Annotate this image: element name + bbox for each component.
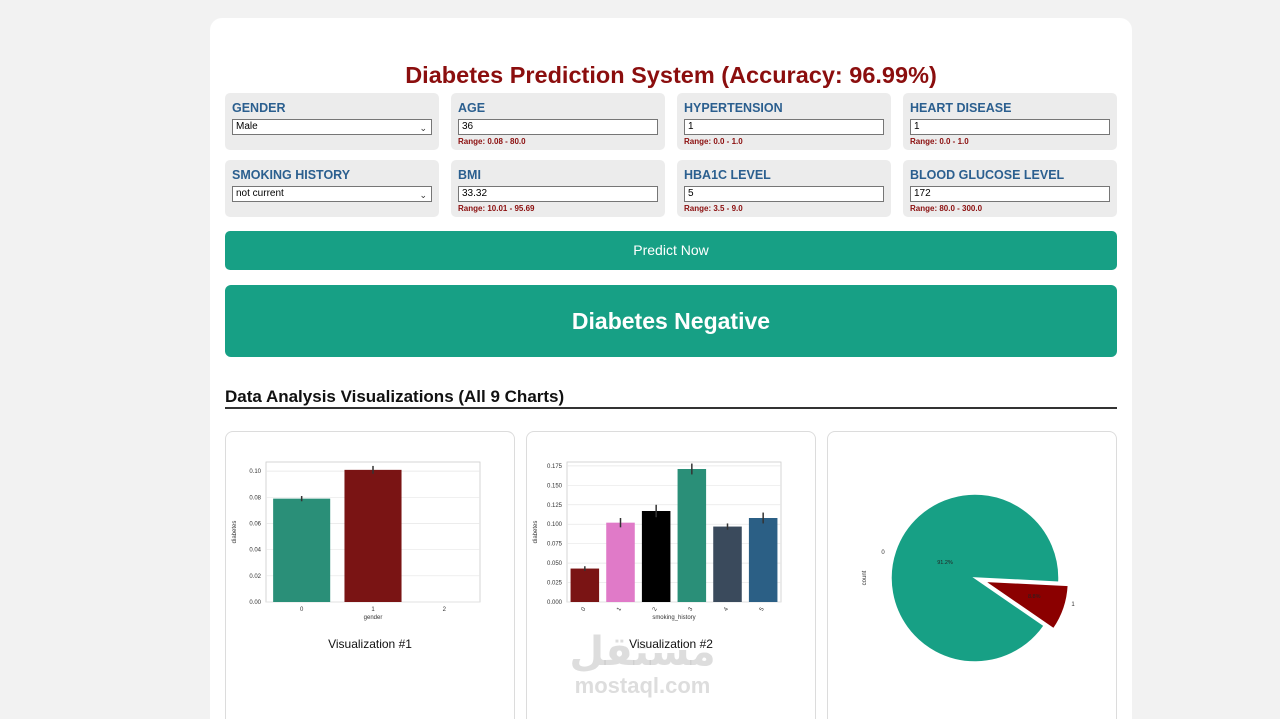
gender-select[interactable]: Male ⌄ — [232, 119, 432, 135]
y-tick-label: 0.000 — [547, 600, 563, 606]
x-tick-label: 4 — [723, 606, 730, 612]
blood-glucose-level-label: BLOOD GLUCOSE LEVEL — [910, 168, 1065, 182]
heart-disease-range: Range: 0.0 - 1.0 — [910, 137, 969, 146]
age-label: AGE — [458, 101, 486, 115]
y-tick-label: 0.125 — [547, 503, 563, 509]
x-tick-label: 2 — [443, 607, 447, 613]
pie-chart-diabetes-count: 8.8% 1 91.2% 0 count — [862, 493, 1075, 663]
bar — [344, 469, 402, 602]
bar-chart-smoking-history: 0.000 0.025 0.050 0.075 0.100 0.125 0.150 0.175… — [533, 461, 782, 621]
heart-disease-label: HEART DISEASE — [910, 101, 1012, 115]
y-axis-label: diabetes — [533, 521, 539, 544]
hba1c-level-field: HBA1C LEVEL 5 Range: 3.5 - 9.0 — [677, 160, 891, 217]
age-input[interactable]: 36 — [458, 119, 658, 135]
heart-disease-input[interactable]: 1 — [910, 119, 1110, 135]
y-tick-label: 0.10 — [249, 469, 261, 475]
y-tick-label: 0.175 — [547, 464, 563, 470]
watermark-latin: mostaql.com — [574, 673, 711, 698]
y-tick-label: 0.075 — [547, 542, 563, 548]
heart-disease-field: HEART DISEASE 1 Range: 0.0 - 1.0 — [903, 93, 1117, 150]
y-tick-label: 0.06 — [249, 521, 261, 527]
smoking-history-field: SMOKING HISTORY not current ⌄ — [225, 160, 439, 217]
chart-caption-1: Visualization #1 — [328, 637, 412, 651]
y-axis-label: diabetes — [232, 521, 238, 544]
gender-select-value: Male — [236, 121, 258, 132]
hba1c-level-label: HBA1C LEVEL — [684, 168, 771, 182]
y-tick-label: 0.025 — [547, 581, 563, 587]
pie-category-label: 1 — [1071, 602, 1075, 608]
page-title: Diabetes Prediction System (Accuracy: 96… — [405, 62, 937, 88]
prediction-result-banner: Diabetes Negative — [225, 285, 1117, 357]
visualizations-heading: Data Analysis Visualizations (All 9 Char… — [225, 387, 1117, 409]
hypertension-field: HYPERTENSION 1 Range: 0.0 - 1.0 — [677, 93, 891, 150]
pie-y-axis-label: count — [862, 570, 868, 585]
chevron-down-icon: ⌄ — [419, 190, 427, 200]
bar — [713, 526, 742, 602]
x-tick-label: 1 — [616, 606, 623, 612]
chart-caption-2: Visualization #2 — [629, 637, 713, 651]
hba1c-level-range: Range: 3.5 - 9.0 — [684, 204, 743, 213]
y-tick-label: 0.02 — [249, 574, 261, 580]
y-tick-label: 0.100 — [547, 522, 563, 528]
chart-card-1: 0.00 0.02 0.04 0.06 0.08 0.10 0 1 2 gender diabete… — [225, 431, 515, 719]
bmi-field: BMI 33.32 Range: 10.01 - 95.69 — [451, 160, 665, 217]
x-tick-label: 3 — [688, 606, 695, 612]
bmi-range: Range: 10.01 - 95.69 — [458, 204, 535, 213]
bar — [606, 522, 635, 602]
main-card: Diabetes Prediction System (Accuracy: 96… — [210, 18, 1132, 719]
predict-now-button[interactable]: Predict Now — [225, 231, 1117, 270]
smoking-history-label: SMOKING HISTORY — [232, 168, 351, 182]
gender-field: GENDER Male ⌄ — [225, 93, 439, 150]
y-tick-label: 0.00 — [249, 600, 261, 606]
y-tick-label: 0.08 — [249, 495, 261, 501]
age-range: Range: 0.08 - 80.0 — [458, 137, 526, 146]
watermark: مستقل mostaql.com — [545, 630, 740, 698]
smoking-history-select[interactable]: not current ⌄ — [232, 186, 432, 202]
blood-glucose-level-input[interactable]: 172 — [910, 186, 1110, 202]
x-tick-label: 0 — [581, 606, 588, 612]
hba1c-level-input[interactable]: 5 — [684, 186, 884, 202]
pie-slice — [890, 493, 1060, 663]
bar — [748, 518, 778, 602]
bar — [677, 469, 707, 602]
hypertension-range: Range: 0.0 - 1.0 — [684, 137, 743, 146]
x-axis-label: smoking_history — [652, 615, 695, 621]
x-tick-label: 2 — [652, 606, 659, 612]
y-tick-label: 0.04 — [249, 548, 261, 554]
chart-card-2: 0.000 0.025 0.050 0.075 0.100 0.125 0.150 0.175… — [526, 431, 816, 719]
chevron-down-icon: ⌄ — [419, 123, 427, 133]
pie-slice-label: 91.2% — [937, 560, 953, 566]
pie-slice — [981, 580, 1070, 630]
gender-label: GENDER — [232, 101, 286, 115]
smoking-history-select-value: not current — [236, 188, 284, 199]
bar — [641, 511, 671, 602]
chart-card-3: 8.8% 1 91.2% 0 count — [827, 431, 1117, 719]
bmi-label: BMI — [458, 168, 481, 182]
bmi-input[interactable]: 33.32 — [458, 186, 658, 202]
blood-glucose-level-field: BLOOD GLUCOSE LEVEL 172 Range: 80.0 - 30… — [903, 160, 1117, 217]
pie-slice-label: 8.8% — [1028, 594, 1041, 600]
x-tick-label: 5 — [759, 606, 766, 612]
bar-chart-gender: 0.00 0.02 0.04 0.06 0.08 0.10 0 1 2 gender diabete… — [232, 461, 481, 621]
watermark-arabic: مستقل — [569, 629, 716, 675]
age-field: AGE 36 Range: 0.08 - 80.0 — [451, 93, 665, 150]
x-tick-label: 1 — [371, 607, 375, 613]
bar — [570, 568, 600, 602]
hypertension-input[interactable]: 1 — [684, 119, 884, 135]
y-tick-label: 0.150 — [547, 483, 563, 489]
bar — [273, 498, 331, 602]
pie-category-label: 0 — [881, 550, 885, 556]
x-axis-label: gender — [364, 615, 383, 621]
hypertension-label: HYPERTENSION — [684, 101, 783, 115]
x-tick-label: 0 — [300, 607, 304, 613]
y-tick-label: 0.050 — [547, 561, 563, 567]
blood-glucose-level-range: Range: 80.0 - 300.0 — [910, 204, 983, 213]
